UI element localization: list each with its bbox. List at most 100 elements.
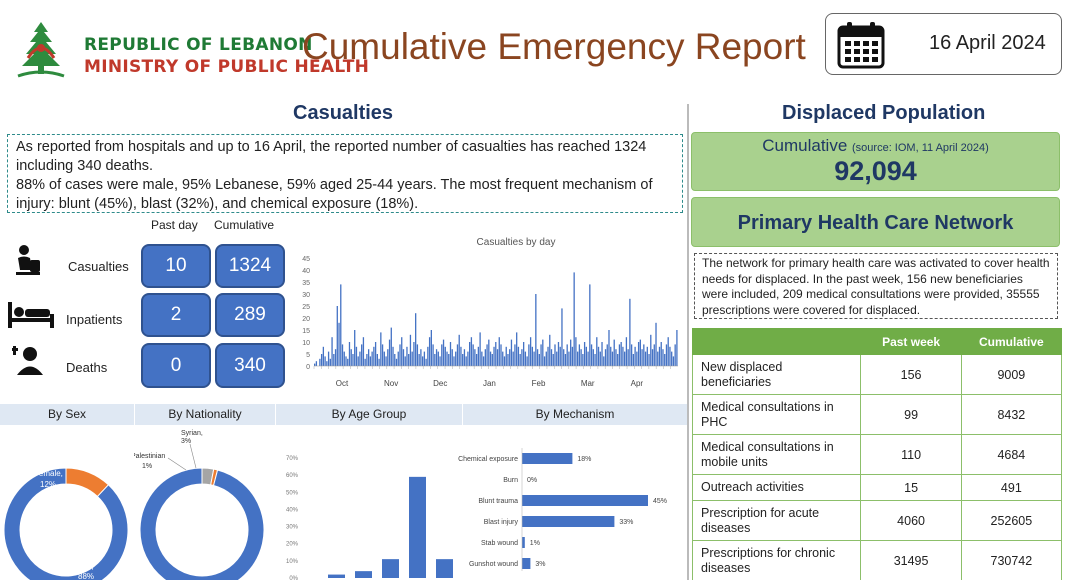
casualties-summary-line-1: As reported from hospitals and up to 16 … xyxy=(16,139,647,174)
daily-casualty-bar xyxy=(425,358,427,366)
daily-casualty-bar xyxy=(455,351,457,366)
phc-table: Past week Cumulative New displaced benef… xyxy=(691,328,1063,580)
daily-casualty-bar xyxy=(486,344,488,366)
y-tick-label: 25 xyxy=(302,304,310,311)
daily-casualty-bar xyxy=(378,358,380,366)
daily-casualty-bar xyxy=(327,351,330,366)
mechanism-value-label: 18% xyxy=(577,456,591,463)
daily-casualty-bar xyxy=(516,332,518,366)
daily-casualty-bar xyxy=(458,334,460,366)
syrian-data-label: 3% xyxy=(181,438,191,445)
daily-casualty-bar xyxy=(395,358,398,366)
daily-casualty-bar xyxy=(570,339,572,366)
daily-casualty-bar xyxy=(561,308,563,366)
daily-casualty-bar xyxy=(428,337,431,366)
daily-casualty-bar xyxy=(345,356,347,366)
daily-casualty-bar xyxy=(637,342,640,366)
tab-by-age-group: By Age Group xyxy=(331,407,407,421)
daily-casualty-bar xyxy=(535,294,537,366)
daily-casualty-bar xyxy=(674,344,676,366)
daily-casualty-bar xyxy=(489,351,492,366)
label-leader-line xyxy=(167,457,187,471)
daily-casualty-bar xyxy=(502,351,504,366)
daily-casualty-bar xyxy=(629,298,631,366)
daily-casualty-bar xyxy=(528,344,530,366)
row-label-inpatients: Inpatients xyxy=(66,312,123,327)
by-sex-donut-chart: Female, 12% Male,88% xyxy=(3,467,129,580)
displaced-cumulative-value: 92,094 xyxy=(834,156,917,186)
calendar-icon xyxy=(837,22,885,69)
daily-casualty-bar xyxy=(442,339,445,366)
mechanism-category-label: Gunshot wound xyxy=(469,561,518,568)
y-tick-label: 50% xyxy=(286,490,299,496)
daily-casualty-bar xyxy=(650,334,652,366)
daily-casualty-bar xyxy=(568,351,570,366)
y-tick-label: 70% xyxy=(286,456,299,462)
daily-casualty-bar xyxy=(658,346,661,366)
daily-casualty-bar xyxy=(573,272,575,366)
daily-casualty-bar xyxy=(322,346,325,366)
daily-casualty-bar xyxy=(364,358,366,366)
casualties-by-day-title: Casualties by day xyxy=(477,237,556,248)
daily-casualty-bar xyxy=(460,346,462,366)
daily-casualty-bar xyxy=(448,354,450,366)
daily-casualty-bar xyxy=(550,349,553,366)
daily-casualty-bar xyxy=(437,351,439,366)
daily-casualty-bar xyxy=(507,354,509,366)
column-divider xyxy=(687,104,689,580)
breakdown-tab-strip: By Sex By Nationality By Age Group By Me… xyxy=(0,404,687,425)
tab-by-sex: By Sex xyxy=(47,407,86,421)
y-tick-label: 60% xyxy=(286,473,299,479)
daily-casualty-bar xyxy=(394,354,396,366)
row-label-casualties: Casualties xyxy=(68,259,129,274)
displaced-cumulative-panel: Cumulative (source: IOM, 11 April 2024) … xyxy=(691,132,1060,191)
daily-casualty-bar xyxy=(469,342,471,366)
report-date-box: 16 April 2024 xyxy=(825,13,1062,75)
daily-casualty-bar xyxy=(634,346,636,366)
daily-casualty-bar xyxy=(620,342,622,366)
phc-row-cumulative: 491 xyxy=(960,474,1063,501)
daily-casualty-bar xyxy=(613,339,615,366)
daily-casualty-bar xyxy=(552,354,554,366)
casualties-title: Casualties xyxy=(293,102,394,124)
y-tick-label: 0 xyxy=(306,364,310,371)
hospital-bed-icon xyxy=(8,302,54,328)
tab-separator xyxy=(134,404,135,425)
daily-casualty-bar xyxy=(362,337,365,366)
col-head-cumulative: Cumulative xyxy=(214,218,275,232)
daily-casualty-bar xyxy=(388,339,391,366)
daily-casualty-bar xyxy=(495,342,497,366)
daily-casualty-bar xyxy=(611,351,614,366)
daily-casualty-bar xyxy=(352,354,354,366)
org-line-2: MINISTRY OF PUBLIC HEALTH xyxy=(84,57,370,77)
daily-casualty-bar xyxy=(589,284,591,366)
daily-casualty-bar xyxy=(521,349,523,366)
daily-casualty-bar xyxy=(381,344,384,366)
daily-casualty-bar xyxy=(648,354,650,366)
daily-casualty-bar xyxy=(432,344,434,366)
daily-casualty-bar xyxy=(462,354,464,366)
daily-casualty-bar xyxy=(636,351,638,366)
daily-casualty-bar xyxy=(669,346,671,366)
daily-casualty-bar xyxy=(664,354,666,366)
daily-casualty-bar xyxy=(575,337,577,366)
y-tick-label: 30% xyxy=(286,525,299,531)
daily-casualty-bar xyxy=(439,356,441,366)
daily-casualty-bar xyxy=(319,358,321,366)
y-tick-label: 10% xyxy=(286,559,299,565)
age-group-bar xyxy=(355,571,372,578)
daily-casualty-bar xyxy=(582,354,584,366)
daily-casualty-bar xyxy=(505,346,507,366)
daily-casualty-bar xyxy=(470,337,473,366)
daily-casualty-bar xyxy=(597,346,600,366)
y-tick-label: 30 xyxy=(302,292,310,299)
by-mechanism-bar-chart: Chemical exposure 18% Burn 0% Blunt trauma 45… xyxy=(458,448,667,571)
daily-casualty-bar xyxy=(667,337,669,366)
y-tick-label: 20 xyxy=(302,316,310,323)
deaths-cumulative-value: 340 xyxy=(215,343,285,388)
daily-casualty-bar xyxy=(531,346,534,366)
daily-casualty-bar xyxy=(644,351,647,366)
by-nationality-donut-chart: Syrian,3% Palestinian 1% xyxy=(134,430,265,580)
daily-casualty-bar xyxy=(338,322,340,366)
tab-by-nationality: By Nationality xyxy=(168,407,242,421)
